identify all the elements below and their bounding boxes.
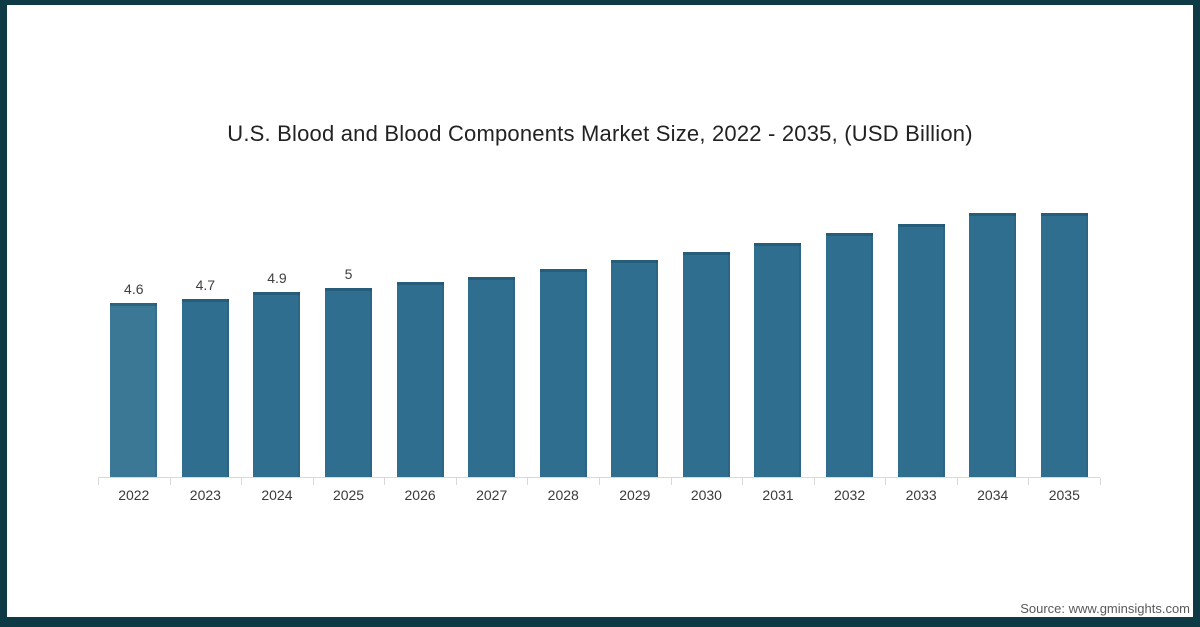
x-axis-line bbox=[98, 477, 1101, 485]
bar-category bbox=[384, 191, 456, 477]
bar-category bbox=[814, 191, 886, 477]
bar bbox=[1040, 213, 1088, 477]
bar-category bbox=[456, 191, 528, 477]
x-axis-tick bbox=[312, 478, 314, 485]
bar bbox=[396, 282, 444, 477]
bar bbox=[468, 277, 516, 477]
bar bbox=[611, 260, 659, 477]
x-axis-tick bbox=[169, 478, 171, 485]
bar-value-label bbox=[561, 247, 565, 263]
x-axis-tick bbox=[670, 478, 672, 485]
x-axis-label: 2030 bbox=[690, 487, 722, 503]
x-axis-tick bbox=[742, 478, 744, 485]
x-axis-tick bbox=[813, 478, 815, 485]
bar bbox=[325, 288, 373, 477]
x-axis-tick bbox=[885, 478, 887, 485]
x-axis-tick bbox=[956, 478, 958, 485]
x-axis-tick bbox=[599, 478, 600, 485]
x-axis-tick bbox=[1100, 478, 1101, 485]
bar bbox=[181, 299, 229, 477]
x-axis-tick bbox=[455, 478, 457, 485]
bar-value-label: 5 bbox=[344, 266, 353, 282]
x-axis-label: 2022 bbox=[118, 487, 150, 503]
plot-area: 4.6 4.7 4.9 5 2022 2023 2024 2025 2026 2027 2028 2… bbox=[98, 191, 1101, 503]
x-axis-label: 2031 bbox=[762, 487, 794, 503]
bar-value-label bbox=[704, 230, 708, 246]
bar-category bbox=[957, 191, 1029, 477]
x-axis-label: 2023 bbox=[189, 487, 221, 503]
bar-value-label bbox=[919, 202, 923, 218]
bar-value-label bbox=[1062, 191, 1066, 207]
bar-category: 4.6 bbox=[98, 191, 170, 477]
x-axis-tick bbox=[384, 478, 386, 485]
x-axis-labels: 2022 2023 2024 2025 2026 2027 2028 2029 2030 2031… bbox=[98, 487, 1100, 503]
x-axis-label: 2029 bbox=[619, 487, 651, 503]
chart-title: U.S. Blood and Blood Components Market S… bbox=[227, 121, 973, 146]
bar bbox=[110, 303, 158, 477]
bar bbox=[826, 233, 874, 477]
bar-category bbox=[599, 191, 671, 477]
bar-value-label: 4.7 bbox=[195, 277, 216, 293]
x-axis-label: 2027 bbox=[476, 487, 508, 503]
bar-value-label bbox=[418, 260, 422, 276]
x-axis-tick bbox=[527, 478, 529, 485]
bar-category bbox=[527, 191, 599, 477]
bar-value-label bbox=[633, 238, 637, 254]
bar-value-label bbox=[490, 255, 494, 271]
x-axis-label: 2033 bbox=[905, 487, 937, 503]
x-axis-label: 2028 bbox=[547, 487, 579, 503]
bar bbox=[253, 292, 301, 477]
bar bbox=[682, 252, 730, 477]
bar-value-label: 4.9 bbox=[267, 270, 287, 286]
x-axis-tick bbox=[1028, 478, 1030, 485]
bar-category: 5 bbox=[313, 191, 385, 477]
bar-value-label bbox=[848, 211, 852, 227]
source-note: Source: www.gminsights.com bbox=[1020, 601, 1190, 616]
x-axis-label: 2025 bbox=[332, 487, 365, 503]
x-axis-label: 2026 bbox=[404, 487, 436, 503]
x-axis-label: 2034 bbox=[977, 487, 1009, 503]
bars-row: 4.6 4.7 4.9 5 bbox=[98, 191, 1100, 477]
bar-category bbox=[671, 191, 743, 477]
bar bbox=[539, 269, 587, 477]
bar bbox=[754, 243, 802, 477]
bar-value-label bbox=[776, 221, 780, 237]
bar-category bbox=[1029, 191, 1101, 477]
bar-value-label: 4.6 bbox=[124, 281, 144, 297]
x-axis-tick bbox=[241, 478, 243, 485]
bar-category: 4.9 bbox=[241, 191, 313, 477]
bar-category bbox=[742, 191, 814, 477]
bar bbox=[969, 213, 1017, 477]
x-axis-tick bbox=[98, 478, 99, 485]
bar-value-label bbox=[991, 191, 995, 207]
x-axis-label: 2032 bbox=[833, 487, 866, 503]
bar bbox=[897, 224, 945, 477]
bar-category bbox=[885, 191, 957, 477]
x-axis-label: 2024 bbox=[261, 487, 293, 503]
bar-category: 4.7 bbox=[170, 191, 242, 477]
x-axis-label: 2035 bbox=[1048, 487, 1080, 503]
